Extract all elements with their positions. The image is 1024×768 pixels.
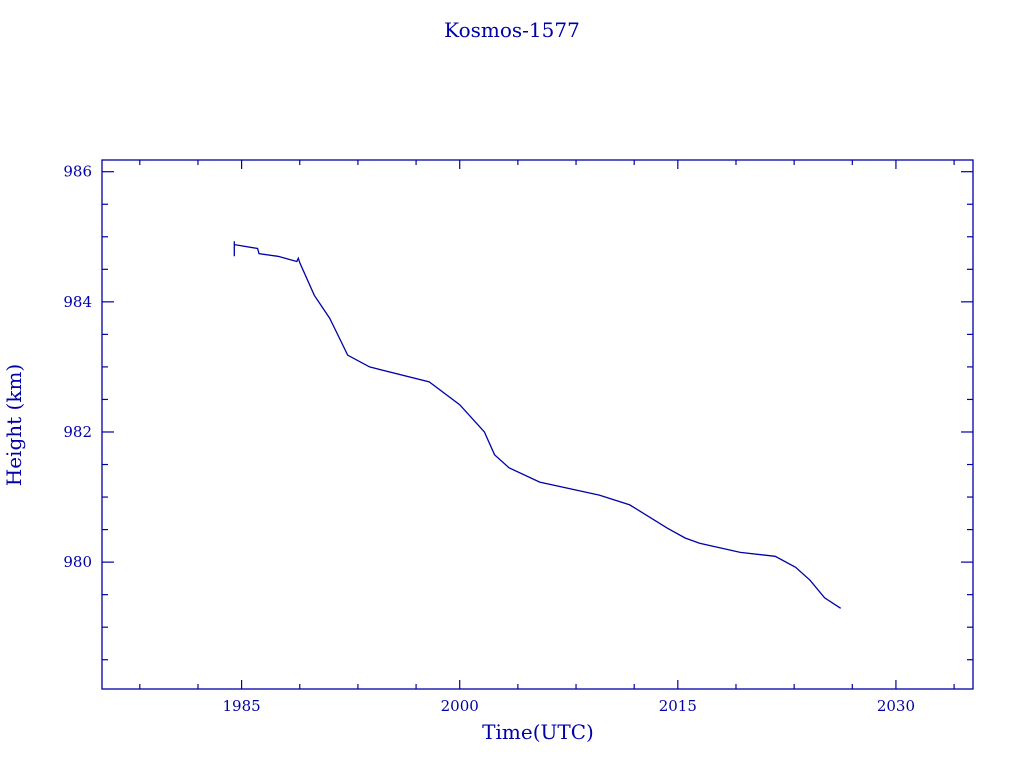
axis-ticks: 1985 2000 2015 2030 980 982 984 986 bbox=[63, 160, 973, 715]
x-tick-label: 2015 bbox=[659, 697, 697, 715]
chart-title: Kosmos-1577 bbox=[444, 18, 580, 42]
y-tick-label: 986 bbox=[63, 163, 92, 181]
y-tick-label: 980 bbox=[63, 553, 92, 571]
y-tick-label: 982 bbox=[63, 423, 92, 441]
x-tick-label: 2000 bbox=[441, 697, 479, 715]
x-tick-label: 2030 bbox=[877, 697, 915, 715]
x-tick-label: 1985 bbox=[222, 697, 260, 715]
plot-frame bbox=[101, 159, 974, 690]
y-tick-label: 984 bbox=[63, 293, 92, 311]
x-axis-label: Time(UTC) bbox=[482, 720, 594, 744]
height-series-line bbox=[233, 241, 842, 609]
series-layer bbox=[233, 241, 842, 609]
y-axis-label: Height (km) bbox=[2, 364, 26, 486]
